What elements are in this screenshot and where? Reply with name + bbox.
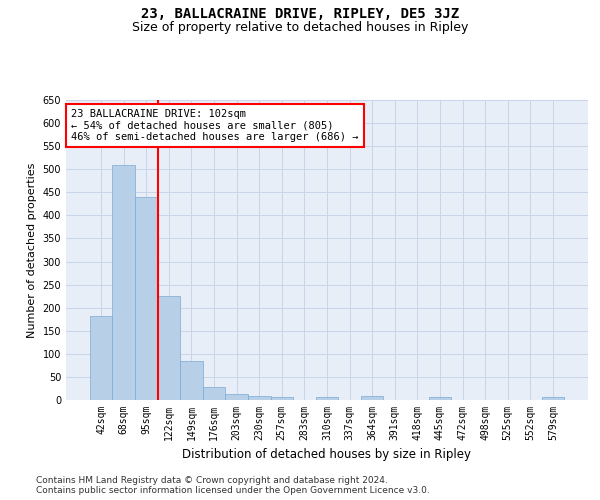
Text: Size of property relative to detached houses in Ripley: Size of property relative to detached ho… [132,21,468,34]
Bar [226,394,248,400]
Bar [203,387,226,400]
Bar [90,316,112,400]
Bar [361,396,383,400]
Bar [135,197,158,400]
Text: Contains HM Land Registry data © Crown copyright and database right 2024.
Contai: Contains HM Land Registry data © Crown c… [36,476,430,495]
Bar [316,397,338,400]
Text: 23 BALLACRAINE DRIVE: 102sqm
← 54% of detached houses are smaller (805)
46% of s: 23 BALLACRAINE DRIVE: 102sqm ← 54% of de… [71,109,359,142]
Text: 23, BALLACRAINE DRIVE, RIPLEY, DE5 3JZ: 23, BALLACRAINE DRIVE, RIPLEY, DE5 3JZ [141,8,459,22]
Bar [180,361,203,400]
Bar [112,164,135,400]
Y-axis label: Number of detached properties: Number of detached properties [27,162,37,338]
Bar [271,397,293,400]
Bar [158,296,180,400]
X-axis label: Distribution of detached houses by size in Ripley: Distribution of detached houses by size … [182,448,472,462]
Bar [248,396,271,400]
Bar [428,397,451,400]
Bar [542,397,564,400]
